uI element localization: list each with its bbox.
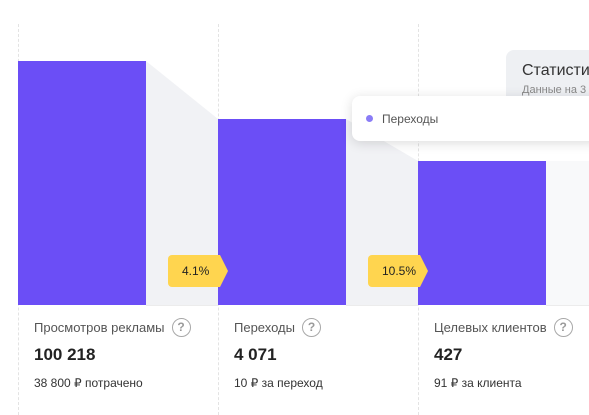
stage-sub-clients: 91 ₽ за клиента [434,376,522,390]
baseline [146,305,218,306]
stage-label-text: Просмотров рекламы [34,320,165,335]
conversion-rate-badge: 10.5% [368,255,428,287]
stage-value-views: 100 218 [34,345,96,364]
stage-sub-clicks: 10 ₽ за переход [234,376,323,390]
baseline [346,305,418,306]
stage-value-clients: 427 [434,345,463,364]
stage-value-clicks: 4 071 [234,345,277,364]
stage-label-clients: Целевых клиентов ? [434,318,573,337]
funnel-bar-clients[interactable] [418,161,546,305]
tooltip-label: Переходы [382,111,439,126]
stage-label-text: Переходы [234,320,295,335]
help-icon[interactable]: ? [553,318,573,337]
funnel-bar-views[interactable] [18,61,146,305]
baseline [546,305,589,306]
statistics-card[interactable]: Статистика Данные на 3 [506,50,589,104]
legend-dot-icon [366,115,373,122]
funnel-bar-clicks[interactable] [218,119,346,305]
chart-tooltip: Переходы [352,96,589,141]
stage-label-text: Целевых клиентов [434,320,547,335]
statistics-card-subtitle: Данные на 3 [522,84,587,96]
conversion-rate-badge: 4.1% [168,255,228,287]
help-icon[interactable]: ? [301,318,321,337]
stage-label-clicks: Переходы ? [234,318,321,337]
stage-sub-views: 38 800 ₽ потрачено [34,376,143,390]
statistics-card-title: Статистика [522,62,589,79]
help-icon[interactable]: ? [171,318,191,337]
stage-label-views: Просмотров рекламы ? [34,318,191,337]
